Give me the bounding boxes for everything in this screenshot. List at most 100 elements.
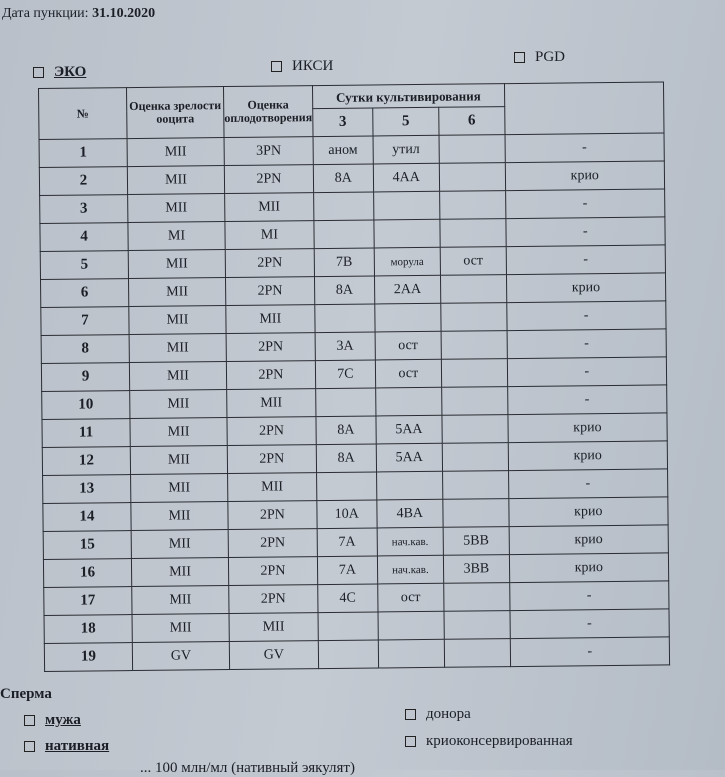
cell-fertilization: MI	[224, 220, 315, 250]
col-fertilization: Оценка оплодотворения	[223, 85, 313, 138]
cell-result: -	[510, 636, 670, 667]
col-result	[504, 81, 664, 135]
cell-maturity: MII	[129, 361, 227, 391]
cell-num: 12	[42, 446, 131, 476]
cell-result: -	[508, 468, 668, 499]
method-icsi[interactable]: ИКСИ	[271, 58, 333, 75]
checkbox-icon[interactable]	[33, 67, 44, 79]
col-day6: 6	[438, 106, 505, 136]
cell-fertilization: 2PN	[224, 164, 314, 194]
cell-maturity: MII	[131, 557, 229, 587]
checkbox-icon[interactable]	[24, 715, 35, 727]
cell-day3	[316, 471, 377, 501]
cell-fertilization: 2PN	[227, 444, 317, 474]
col-days: Сутки культивирования	[312, 83, 505, 109]
cell-day5: морула	[374, 247, 441, 276]
cell-day6	[440, 302, 507, 332]
cell-num: 16	[43, 558, 132, 588]
cell-day3: 7B	[314, 247, 375, 277]
col-day5: 5	[372, 107, 439, 136]
cell-num: 2	[39, 166, 128, 196]
cell-day3: 7C	[315, 359, 376, 389]
embryo-table: № Оценка зрелости ооцита Оценка оплодотв…	[38, 81, 670, 672]
sperm-husband[interactable]: мужа	[24, 712, 81, 729]
option-label: донора	[426, 706, 471, 722]
col-day3: 3	[312, 107, 373, 137]
sperm-donor[interactable]: донора	[405, 706, 471, 723]
method-label: PGD	[535, 49, 566, 65]
cell-result: крио	[509, 552, 669, 583]
cell-day6	[442, 498, 509, 528]
cell-num: 11	[41, 418, 131, 448]
cell-day5: ост	[377, 583, 444, 612]
cell-day3: 10A	[316, 499, 377, 529]
checkbox-icon[interactable]	[405, 736, 416, 748]
cell-day3	[318, 639, 379, 669]
cell-result: -	[505, 244, 666, 275]
checkbox-icon[interactable]	[405, 709, 416, 721]
cell-result: крио	[505, 160, 665, 191]
cell-day6	[440, 274, 507, 304]
cell-num: 7	[40, 306, 130, 336]
cell-maturity: MII	[127, 137, 225, 167]
cell-day5	[374, 303, 441, 332]
sperm-native[interactable]: нативная	[24, 738, 109, 755]
cell-fertilization: 3PN	[224, 136, 314, 166]
cell-maturity: MII	[127, 193, 225, 223]
method-label: ЭКО	[54, 64, 87, 80]
cell-day3: 8A	[316, 443, 377, 473]
cell-fertilization: MII	[226, 388, 316, 418]
cell-fertilization: 2PN	[226, 416, 317, 446]
cell-day3: 3A	[314, 331, 376, 361]
cell-day5: 4BA	[376, 499, 443, 528]
cell-fertilization: 2PN	[226, 360, 316, 390]
cell-num: 6	[40, 278, 129, 308]
cell-day5: ост	[374, 331, 442, 360]
checkbox-icon[interactable]	[514, 52, 525, 64]
cell-fertilization: 2PN	[226, 332, 316, 362]
cell-num: 4	[39, 222, 129, 252]
option-label: мужа	[45, 712, 81, 728]
cell-day6	[444, 638, 511, 668]
cell-maturity: MII	[130, 445, 228, 475]
cell-result: -	[509, 608, 670, 639]
cell-maturity: MII	[129, 389, 227, 419]
cell-day5	[377, 611, 445, 640]
cell-fertilization: GV	[229, 640, 319, 670]
cell-day5: нач.кав.	[377, 555, 444, 584]
cell-num: 17	[43, 586, 133, 616]
cell-day6	[439, 190, 506, 220]
cell-num: 5	[40, 250, 129, 280]
cell-day5	[376, 471, 443, 500]
cell-result: крио	[508, 524, 669, 555]
cell-fertilization: 2PN	[225, 248, 315, 278]
cell-maturity: MII	[128, 249, 226, 279]
cell-maturity: MII	[131, 529, 229, 559]
date-value: 31.10.2020	[92, 6, 156, 21]
cell-num: 14	[42, 502, 132, 532]
cell-result: крио	[506, 272, 666, 303]
cell-day3	[315, 387, 376, 417]
sperm-cryo[interactable]: криоконсервированная	[405, 733, 573, 750]
checkbox-icon[interactable]	[24, 741, 35, 753]
cell-result: -	[509, 580, 669, 611]
cell-fertilization: 2PN	[228, 528, 318, 558]
cell-day6	[442, 470, 509, 500]
cell-result: -	[506, 328, 667, 359]
cell-day6	[441, 414, 509, 444]
cell-day6: ост	[440, 246, 507, 276]
cell-day3: 8A	[314, 275, 375, 305]
cell-day5: утил	[372, 135, 440, 164]
cell-day6	[439, 218, 506, 248]
checkbox-icon[interactable]	[271, 61, 282, 73]
cell-num: 13	[42, 474, 131, 504]
cell-day3: 7A	[316, 527, 378, 557]
method-pgd[interactable]: PGD	[514, 49, 565, 66]
cell-day3: 8A	[313, 163, 374, 193]
cell-day3: аном	[312, 135, 374, 165]
cell-fertilization: 2PN	[228, 584, 318, 614]
cell-result: крио	[508, 440, 668, 471]
cell-num: 15	[43, 530, 132, 560]
option-label: нативная	[45, 738, 110, 754]
method-eko[interactable]: ЭКО	[33, 64, 86, 81]
